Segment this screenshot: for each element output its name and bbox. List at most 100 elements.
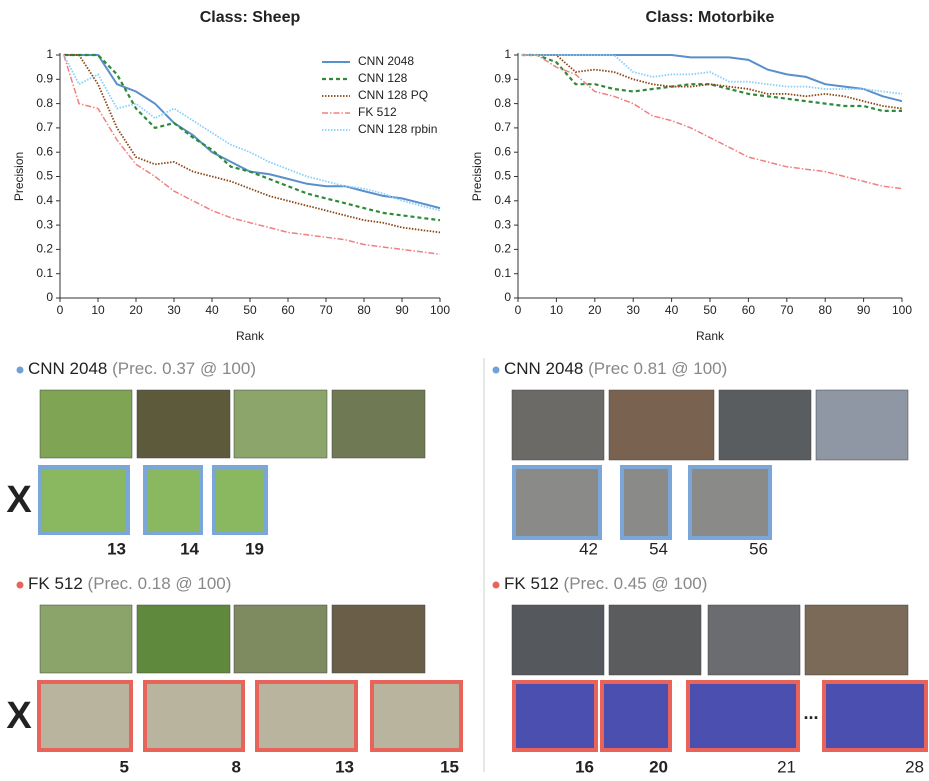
y-axis-label: Precision — [470, 152, 484, 201]
x-tick-label: 40 — [665, 303, 679, 317]
x-tick-label: 20 — [588, 303, 602, 317]
y-tick-label: 0.5 — [494, 169, 511, 183]
x-tick-label: 0 — [515, 303, 522, 317]
x-tick-label: 100 — [892, 303, 912, 317]
bullet — [493, 582, 500, 589]
x-tick-label: 80 — [357, 303, 371, 317]
y-tick-label: 1 — [46, 47, 53, 61]
y-tick-label: 0.4 — [494, 193, 511, 207]
method-name: CNN 2048 — [28, 359, 107, 378]
false-positive-image — [622, 467, 670, 538]
legend-label: CNN 2048 — [358, 54, 414, 68]
rank-label: 16 — [575, 757, 594, 776]
retrieved-image — [816, 390, 908, 460]
retrieved-image — [137, 605, 230, 673]
rank-label: 28 — [905, 757, 924, 776]
x-tick-label: 70 — [319, 303, 333, 317]
caption: CNN 2048 (Prec 0.81 @ 100) — [504, 359, 727, 378]
caption: FK 512 (Prec. 0.45 @ 100) — [504, 574, 707, 593]
retrieved-image — [234, 605, 327, 673]
rank-label: 42 — [579, 539, 598, 558]
chart-title: Class: Motorbike — [646, 9, 775, 26]
retrieved-image — [805, 605, 908, 675]
false-positive-marker: X — [6, 695, 32, 737]
x-tick-label: 70 — [780, 303, 794, 317]
y-axis-label: Precision — [12, 152, 26, 201]
retrieved-image — [40, 390, 132, 458]
y-tick-label: 0.1 — [494, 266, 511, 280]
retrieved-image — [609, 390, 714, 460]
y-tick-label: 0.4 — [36, 193, 53, 207]
x-tick-label: 20 — [129, 303, 143, 317]
rank-label: 5 — [120, 757, 129, 776]
rank-label: 14 — [180, 539, 199, 558]
y-tick-label: 0.9 — [36, 71, 53, 85]
series-line — [522, 55, 902, 189]
false-positive-image — [690, 467, 770, 538]
rank-label: 13 — [107, 539, 126, 558]
x-tick-label: 0 — [57, 303, 64, 317]
legend-label: CNN 128 rpbin — [358, 122, 437, 136]
figure: Class: Sheep Rank Precision 0 0.1 0.2 0.3 0.4 0.… — [0, 0, 929, 776]
retrieved-image — [512, 390, 604, 460]
legend-label: CNN 128 — [358, 71, 408, 85]
y-tick-label: 0.1 — [36, 266, 53, 280]
y-tick-label: 0.3 — [494, 217, 511, 231]
retrieved-image — [40, 605, 132, 673]
x-tick-label: 90 — [395, 303, 409, 317]
false-positive-image — [257, 682, 356, 750]
retrieved-image — [332, 605, 425, 673]
false-positive-image — [602, 682, 670, 750]
series-line — [522, 55, 902, 111]
false-positive-image — [145, 467, 201, 533]
y-tick-label: 0.6 — [36, 144, 53, 158]
y-tick-label: 0 — [46, 290, 53, 304]
x-tick-label: 10 — [550, 303, 564, 317]
x-axis-label: Rank — [696, 329, 725, 343]
chart-title: Class: Sheep — [200, 9, 301, 26]
series-line — [522, 55, 902, 94]
x-tick-label: 30 — [627, 303, 641, 317]
false-positive-image — [514, 682, 596, 750]
y-tick-label: 0.2 — [494, 242, 511, 256]
x-tick-label: 50 — [703, 303, 717, 317]
false-positive-marker: X — [6, 479, 32, 521]
rank-label: 8 — [232, 757, 241, 776]
precision-note: (Prec. 0.45 @ 100) — [564, 574, 708, 593]
false-positive-image — [824, 682, 926, 750]
precision-note: (Prec 0.81 @ 100) — [588, 359, 727, 378]
caption: CNN 2048 (Prec. 0.37 @ 100) — [28, 359, 256, 378]
rank-label: 56 — [749, 539, 768, 558]
x-tick-label: 50 — [243, 303, 257, 317]
legend-label: CNN 128 PQ — [358, 88, 428, 102]
x-tick-label: 100 — [430, 303, 450, 317]
method-name: CNN 2048 — [504, 359, 583, 378]
retrieved-image — [512, 605, 604, 675]
y-tick-label: 0.3 — [36, 217, 53, 231]
rank-label: 21 — [777, 757, 796, 776]
y-tick-label: 0.6 — [494, 144, 511, 158]
false-positive-image — [514, 467, 600, 538]
rank-label: 19 — [245, 539, 264, 558]
y-tick-label: 1 — [504, 47, 511, 61]
y-tick-label: 0.7 — [36, 120, 53, 134]
false-positive-image — [145, 682, 243, 750]
bullet — [17, 367, 24, 374]
false-positive-image — [372, 682, 461, 750]
rank-label: 54 — [649, 539, 668, 558]
series-line — [522, 55, 902, 101]
retrieved-image — [708, 605, 800, 675]
rank-label: 13 — [335, 757, 354, 776]
y-tick-label: 0.5 — [36, 169, 53, 183]
rank-label: 20 — [649, 757, 668, 776]
false-positive-image — [214, 467, 266, 533]
x-tick-label: 60 — [742, 303, 756, 317]
retrieved-image — [234, 390, 327, 458]
x-tick-label: 40 — [205, 303, 219, 317]
bullet — [493, 367, 500, 374]
caption: FK 512 (Prec. 0.18 @ 100) — [28, 574, 231, 593]
method-name: FK 512 — [28, 574, 83, 593]
ellipsis: ... — [803, 703, 818, 723]
x-axis-label: Rank — [236, 329, 265, 343]
false-positive-image — [688, 682, 798, 750]
